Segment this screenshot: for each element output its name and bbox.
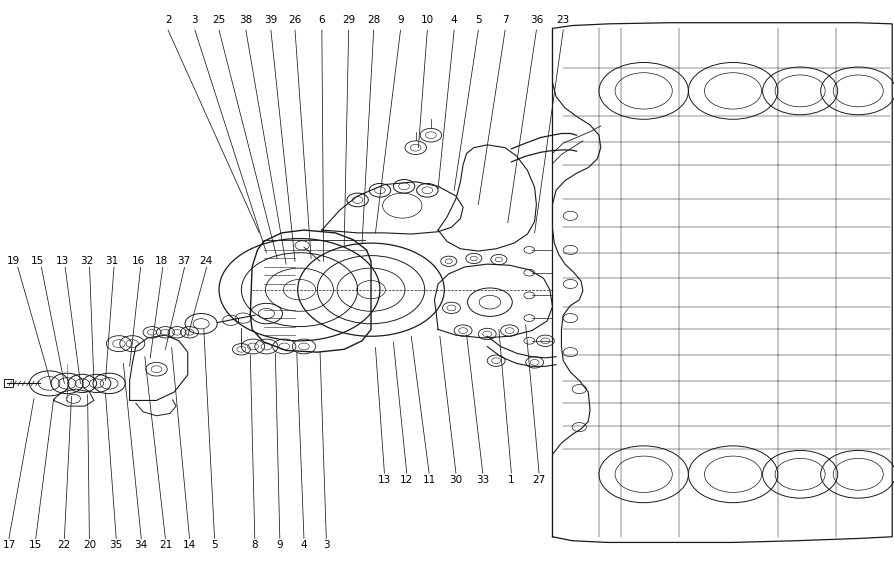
Text: 27: 27: [533, 475, 545, 485]
Text: 14: 14: [183, 540, 196, 550]
Text: 11: 11: [423, 475, 435, 485]
Text: 5: 5: [211, 540, 218, 550]
Text: 5: 5: [475, 15, 482, 25]
Text: 17: 17: [3, 540, 15, 550]
Text: 8: 8: [251, 540, 258, 550]
Text: 30: 30: [450, 475, 462, 485]
Text: 22: 22: [58, 540, 71, 550]
Text: 9: 9: [397, 15, 404, 25]
Text: 15: 15: [30, 540, 42, 550]
Text: 38: 38: [240, 15, 252, 25]
Text: 32: 32: [80, 256, 94, 266]
Text: 9: 9: [276, 540, 283, 550]
Text: 26: 26: [289, 15, 301, 25]
Text: 28: 28: [367, 15, 380, 25]
Text: 23: 23: [557, 15, 569, 25]
Text: 2: 2: [164, 15, 172, 25]
Text: 34: 34: [135, 540, 148, 550]
Text: 13: 13: [55, 256, 69, 266]
Text: 21: 21: [159, 540, 172, 550]
Text: 18: 18: [155, 256, 168, 266]
Text: 31: 31: [105, 256, 119, 266]
Text: 20: 20: [83, 540, 96, 550]
Text: 7: 7: [502, 15, 509, 25]
Text: 16: 16: [132, 256, 146, 266]
Text: 37: 37: [177, 256, 190, 266]
Text: 1: 1: [508, 475, 515, 485]
Text: 10: 10: [421, 15, 434, 25]
Text: 4: 4: [451, 15, 458, 25]
Text: 3: 3: [323, 540, 330, 550]
Text: 12: 12: [401, 475, 413, 485]
Text: 25: 25: [213, 15, 225, 25]
Text: 6: 6: [318, 15, 325, 25]
Text: 3: 3: [191, 15, 198, 25]
Text: 24: 24: [199, 256, 213, 266]
Text: 29: 29: [342, 15, 355, 25]
Text: 39: 39: [265, 15, 277, 25]
Text: 19: 19: [7, 256, 21, 266]
Text: 35: 35: [110, 540, 122, 550]
Text: 4: 4: [300, 540, 308, 550]
Text: 15: 15: [31, 256, 45, 266]
Text: 36: 36: [530, 15, 543, 25]
Text: 33: 33: [477, 475, 489, 485]
Text: 13: 13: [378, 475, 391, 485]
